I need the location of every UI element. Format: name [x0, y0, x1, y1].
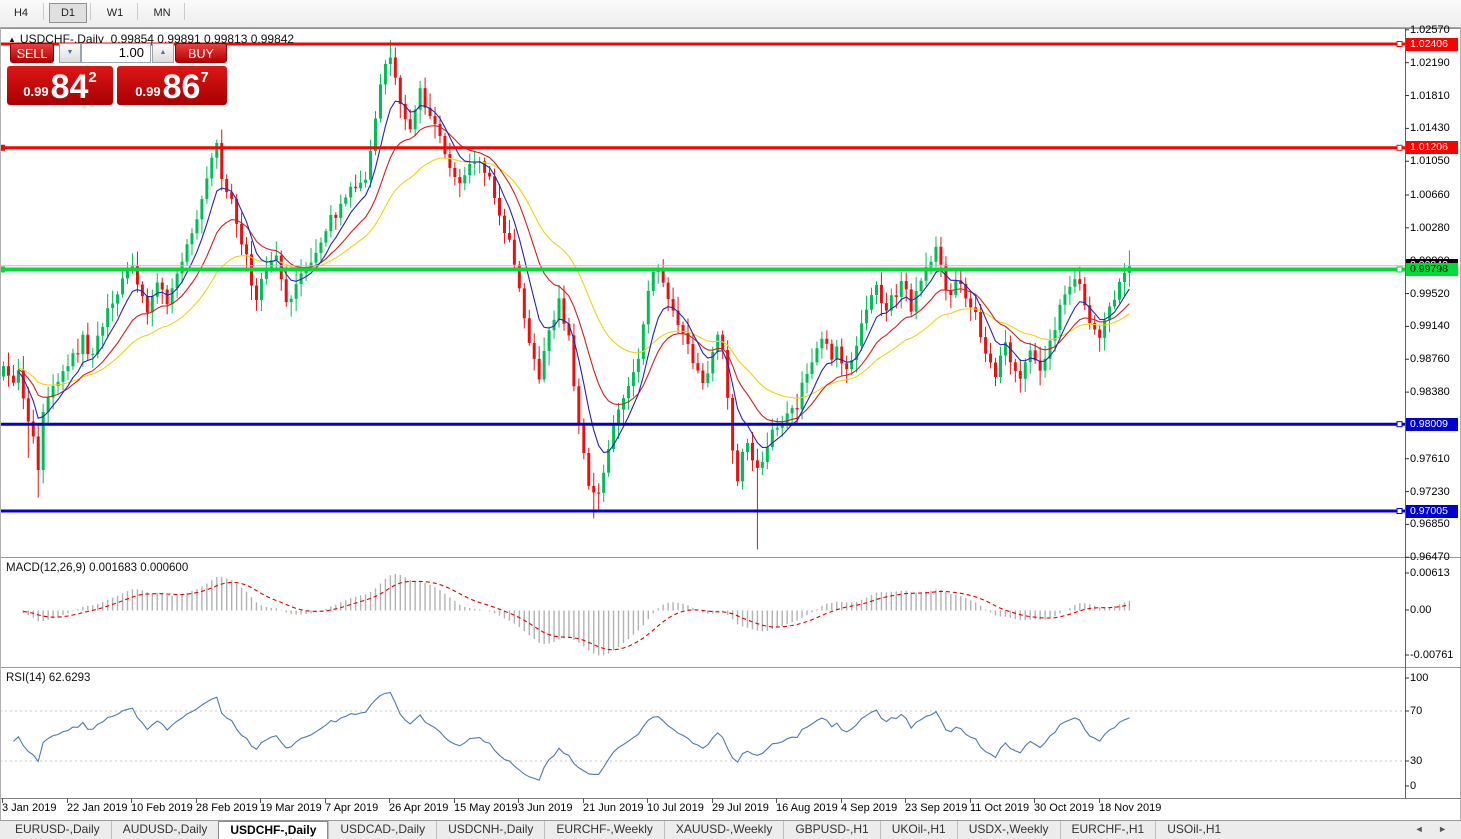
date-tick-label: 26 Apr 2019	[389, 802, 449, 814]
symbol-tab-usdcad[interactable]: USDCAD-,Daily	[328, 821, 436, 839]
rsi-tick-label: 100	[1410, 672, 1429, 684]
price-tick-label: 1.00280	[1410, 221, 1450, 234]
price-tick-label: 1.00660	[1410, 188, 1450, 201]
toolbar-separator	[137, 3, 138, 21]
macd-label: MACD(12,26,9) 0.001683 0.000600	[6, 562, 189, 574]
tf-button-h4[interactable]: H4	[13, 7, 29, 19]
collapse-icon[interactable]: ▲	[8, 35, 16, 44]
buy-price-big: 86	[162, 68, 201, 106]
symbol-tab-eurchf[interactable]: EURCHF-,H1	[1059, 821, 1156, 839]
price-tick-label: 1.01430	[1410, 122, 1450, 135]
symbol-tab-eurusd[interactable]: EURUSD-,Daily	[15, 822, 100, 836]
buy-price-pip: 7	[200, 69, 209, 86]
symbol-tab-audusd[interactable]: AUDUSD-,Daily	[110, 821, 219, 839]
macd-tick-label: 0.00613	[1410, 567, 1450, 579]
date-tick-label: 15 May 2019	[454, 802, 518, 814]
ohlc-values: 0.99854 0.99891 0.99813 0.99842	[110, 32, 295, 46]
symbol-tab-usdchf[interactable]: USDCHF-,Daily	[218, 821, 329, 839]
tf-button-w1[interactable]: W1	[106, 7, 124, 19]
date-tick-label: 28 Feb 2019	[196, 802, 258, 814]
volume-input[interactable]: 1.00	[81, 43, 151, 63]
level-badge: 1.01206	[1406, 141, 1458, 155]
rsi-tick-label: 0	[1410, 780, 1417, 792]
date-tick-label: 29 Jul 2019	[712, 802, 769, 814]
date-tick-label: 7 Apr 2019	[325, 802, 379, 814]
chevron-down-icon: ▼	[66, 49, 74, 56]
price-tick-label: 0.99520	[1410, 287, 1450, 300]
date-tick-label: 19 Mar 2019	[260, 802, 322, 814]
price-tick-label: 1.02570	[1410, 23, 1450, 36]
date-tick-label: 3 Jun 2019	[518, 802, 573, 814]
rsi-tick-label: 30	[1410, 755, 1423, 767]
date-tick-label: 11 Oct 2019	[970, 802, 1030, 814]
buy-price-prefix: 0.99	[135, 84, 161, 99]
price-tick-label: 0.97230	[1410, 485, 1450, 498]
symbol-tab-usdcnh[interactable]: USDCNH-,Daily	[436, 821, 544, 839]
symbol-name: USDCHF-,Daily	[19, 32, 104, 46]
tab-scroll-arrows[interactable]: ◄ ►	[1414, 824, 1453, 834]
sell-button[interactable]: SELL	[10, 43, 54, 63]
price-tick-label: 0.96850	[1410, 518, 1450, 531]
price-tick-label: 0.98380	[1410, 386, 1450, 399]
buy-price-display[interactable]: 0.99 86 7	[117, 66, 227, 105]
sell-price-pip: 2	[88, 69, 97, 86]
tf-button-mn[interactable]: MN	[153, 7, 171, 19]
price-tick-label: 1.01810	[1410, 89, 1450, 102]
toolbar-separator	[90, 3, 91, 21]
date-tick-label: 4 Sep 2019	[841, 802, 898, 814]
volume-decrease-button[interactable]: ▼	[59, 43, 81, 63]
sell-price-prefix: 0.99	[23, 84, 49, 99]
chevron-up-icon: ▲	[159, 49, 167, 56]
level-badge: 1.02406	[1406, 37, 1458, 51]
level-badge: 0.97005	[1406, 504, 1458, 518]
macd-tick-label: 0.00	[1410, 604, 1432, 616]
toolbar-separator	[43, 3, 44, 21]
price-tick-label: 1.02190	[1410, 56, 1450, 69]
date-tick-label: 16 Aug 2019	[776, 802, 838, 814]
rsi-tick-label: 70	[1410, 705, 1423, 717]
rsi-label: RSI(14) 62.6293	[6, 672, 91, 684]
symbol-tab-usdx[interactable]: USDX-,Weekly	[956, 821, 1060, 839]
sell-price-display[interactable]: 0.99 84 2	[7, 66, 113, 105]
chart-title: ▲ USDCHF-,Daily 0.99854 0.99891 0.99813 0…	[8, 32, 294, 46]
level-badge: 0.98009	[1406, 417, 1458, 431]
symbol-tab-ukoil[interactable]: UKOil-,H1	[879, 821, 957, 839]
timeframe-toolbar: H4 D1 W1 MN	[0, 0, 1461, 28]
price-tick-label: 0.97610	[1410, 452, 1450, 465]
date-tick-label: 10 Feb 2019	[131, 802, 193, 814]
price-tick-label: 1.01050	[1410, 155, 1450, 168]
macd-tick-label: -0.00761	[1410, 649, 1454, 661]
date-tick-label: 22 Jan 2019	[67, 802, 128, 814]
tf-button-d1[interactable]: D1	[49, 3, 87, 23]
level-badge: 0.99798	[1406, 263, 1458, 276]
price-tick-label: 0.99140	[1410, 320, 1450, 333]
symbol-tabbar: EURUSD-,Daily AUDUSD-,Daily USDCHF-,Daily U…	[0, 820, 1461, 839]
symbol-tab-xauusd[interactable]: XAUUSD-,Weekly	[663, 821, 783, 839]
date-tick-label: 10 Jul 2019	[647, 802, 704, 814]
buy-button[interactable]: BUY	[175, 43, 227, 63]
date-tick-label: 21 Jun 2019	[583, 802, 644, 814]
symbol-tab-usoil[interactable]: USOil-,H1	[1155, 821, 1232, 839]
volume-increase-button[interactable]: ▲	[152, 43, 174, 63]
price-tick-label: 0.96470	[1410, 551, 1450, 564]
date-tick-label: 3 Jan 2019	[2, 802, 57, 814]
date-tick-label: 18 Nov 2019	[1099, 802, 1162, 814]
one-click-trading-panel: SELL ▼ 1.00 ▲ BUY 0.99 84 2 0.99 86 7	[7, 42, 228, 105]
date-tick-label: 23 Sep 2019	[905, 802, 968, 814]
date-tick-label: 30 Oct 2019	[1034, 802, 1094, 814]
toolbar-separator	[184, 3, 185, 21]
symbol-tab-gbpusd[interactable]: GBPUSD-,H1	[783, 821, 879, 839]
symbol-tab-eurchf[interactable]: EURCHF-,Weekly	[544, 821, 663, 839]
price-tick-label: 0.98760	[1410, 353, 1450, 366]
sell-price-big: 84	[50, 68, 89, 106]
